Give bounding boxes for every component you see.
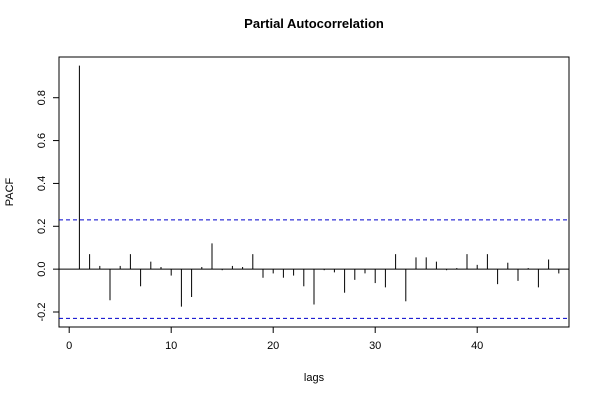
y-axis: -0.2 0.0 0.2 0.4 0.6 0.8 [36,90,60,322]
pacf-bars [78,65,560,307]
x-tick-label: 0 [66,340,72,352]
y-tick-label: -0.2 [36,303,48,322]
x-tick-label: 10 [165,340,177,352]
y-tick-label: 0.2 [36,219,48,234]
x-tick-label: 20 [267,340,279,352]
y-axis-title: PACF [4,177,16,206]
y-tick-label: 0.4 [36,176,48,191]
chart-title: Partial Autocorrelation [244,16,384,31]
y-tick-label: 0.8 [36,90,48,105]
y-tick-label: 0.6 [36,133,48,148]
x-tick-label: 30 [369,340,381,352]
x-tick-label: 40 [471,340,483,352]
y-tick-label: 0.0 [36,261,48,276]
x-axis: 0 10 20 30 40 [66,326,483,352]
x-axis-title: lags [304,372,325,384]
